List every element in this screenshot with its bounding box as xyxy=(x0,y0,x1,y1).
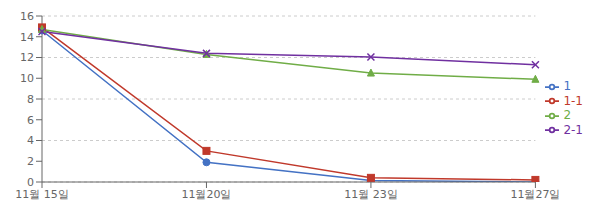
svg-text:16: 16 xyxy=(20,10,34,23)
html-text:2-1: 2-1 xyxy=(563,122,583,137)
svg-text:8: 8 xyxy=(27,93,34,106)
svg-text:10: 10 xyxy=(20,72,34,85)
svg-text:12: 12 xyxy=(20,51,34,64)
svg-text:11월 23일: 11월 23일 xyxy=(344,188,398,201)
svg-text:11월 15일: 11월 15일 xyxy=(15,188,69,201)
svg-text:11월27일: 11월27일 xyxy=(510,188,560,201)
svg-text:4: 4 xyxy=(27,134,34,147)
svg-text:2: 2 xyxy=(27,155,34,168)
svg-text:6: 6 xyxy=(27,114,34,127)
html-text:1-1: 1-1 xyxy=(563,93,583,108)
svg-text:0: 0 xyxy=(27,176,34,189)
html-text:2: 2 xyxy=(563,108,571,122)
html-text:1: 1 xyxy=(563,79,571,93)
svg-text:11월20일: 11월20일 xyxy=(181,188,231,201)
svg-text:14: 14 xyxy=(20,31,34,44)
